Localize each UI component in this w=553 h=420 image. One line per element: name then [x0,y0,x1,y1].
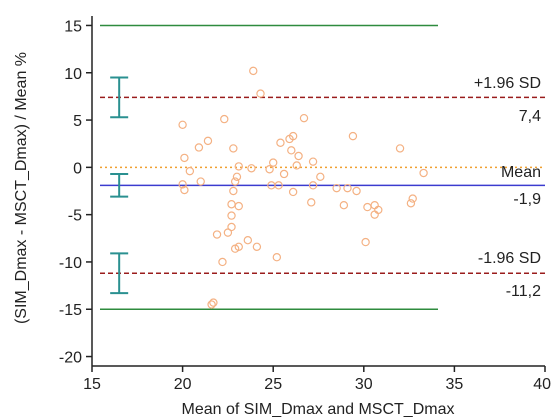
data-point [269,158,278,167]
data-point [272,253,282,262]
data-point [196,177,205,186]
data-point [370,210,379,219]
data-point [288,131,298,141]
ci-bar-upper-limit-ci [110,76,129,119]
data-point [352,186,361,196]
data-point [287,146,296,155]
data-point [363,202,372,212]
data-point [220,114,229,124]
data-point [227,200,236,209]
x-ticks-layer: 15 20 25 30 35 40 [83,366,551,393]
data-point [229,186,238,196]
ci-bars-layer [110,76,129,295]
data-point [180,185,189,195]
data-point [406,199,416,208]
data-point [292,161,301,170]
x-tick-label: 35 [446,376,464,393]
data-point [247,164,256,173]
data-point [234,162,243,171]
lower-limit-value: -11,2 [506,283,541,300]
data-point [408,194,417,203]
y-tick-label: 5 [73,113,82,130]
data-point [256,89,265,98]
data-point [308,157,318,166]
data-point [185,166,195,176]
data-point [234,201,243,211]
data-point [370,200,379,210]
data-point [227,211,236,220]
data-point [249,66,258,76]
y-tick-label: -10 [59,255,82,272]
data-point [209,298,218,307]
x-tick-label: 30 [355,376,373,393]
data-point [232,172,242,182]
data-point [308,181,318,190]
y-tick-label: 0 [73,160,82,177]
data-point [178,120,187,129]
y-tick-label: -5 [68,208,82,225]
ci-bar-mean-ci [110,172,129,198]
data-point [243,235,253,245]
data-point [230,244,240,253]
data-point [332,183,341,193]
upper-limit-value: 7,4 [519,108,541,125]
data-point [395,144,405,153]
data-point [374,205,383,215]
data-point [178,180,187,189]
x-axis-label: Mean of SIM_Dmax and MSCT_Dmax [182,401,455,418]
data-point [252,242,262,252]
data-point [343,183,352,193]
data-point [180,153,189,163]
data-point [207,300,216,309]
data-point [279,169,289,179]
mean-value: -1,9 [513,191,541,208]
data-point [361,237,370,247]
data-point [339,200,349,210]
y-tick-label: 15 [64,18,82,35]
data-point [299,113,309,123]
points-layer [178,66,428,309]
data-point [294,151,303,161]
data-point [203,136,213,146]
y-tick-label: -15 [59,302,82,319]
x-tick-label: 25 [264,376,282,393]
upper-limit-label: +1.96 SD [474,75,541,92]
y-ticks-layer: 15 10 5 0 -5 -10 -15 -20 [59,18,92,367]
data-point [230,177,240,186]
data-point [348,131,358,141]
data-point [229,144,238,153]
x-tick-label: 20 [174,376,192,393]
data-point [288,187,298,197]
data-point [267,181,276,190]
y-tick-label: -20 [59,350,82,367]
lower-limit-label: -1.96 SD [478,250,541,267]
data-point [419,168,428,178]
mean-label: Mean [501,164,541,181]
data-point [194,143,204,152]
ci-bar-lower-limit-ci [110,252,129,295]
x-tick-label: 15 [83,376,101,393]
data-point [316,172,325,182]
data-point [307,198,316,207]
data-point [212,230,222,239]
x-tick-label: 40 [533,376,551,393]
data-point [276,138,285,147]
data-point [265,165,274,174]
data-point [223,228,233,237]
y-tick-label: 10 [64,66,82,83]
y-axis-label: (SIM_Dmax - MSCT_Dmax) / Mean % [13,52,30,324]
reference-lines-layer [100,24,545,310]
data-point [218,257,227,267]
